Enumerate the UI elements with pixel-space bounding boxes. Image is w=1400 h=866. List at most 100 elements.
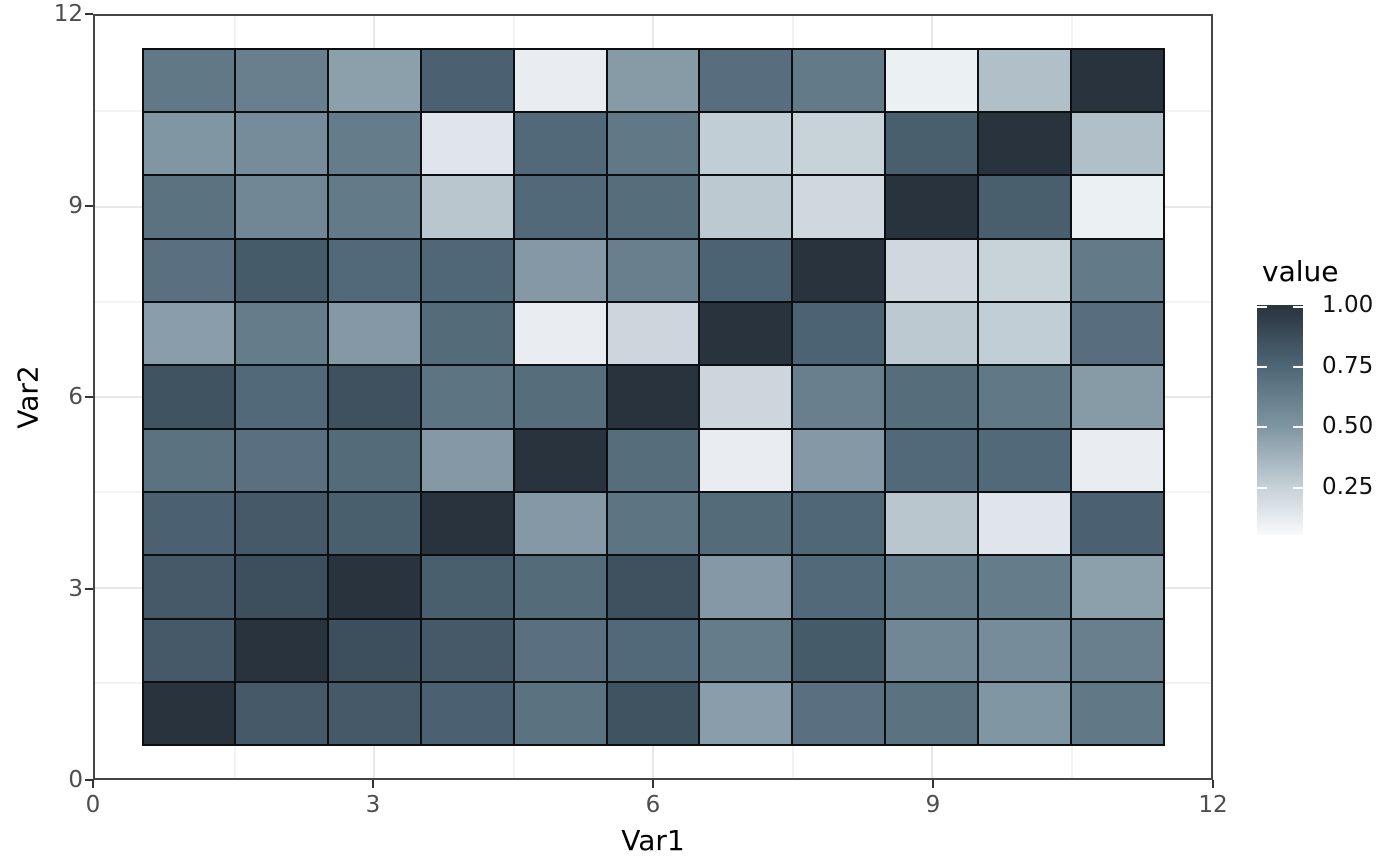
heatmap-cell bbox=[421, 49, 513, 112]
heatmap-cell bbox=[1071, 682, 1163, 745]
x-axis-title: Var1 bbox=[621, 824, 685, 857]
heatmap-cell bbox=[793, 239, 885, 302]
heatmap-cell bbox=[421, 366, 513, 428]
heatmap-cell bbox=[978, 619, 1070, 681]
heatmap-cell bbox=[886, 239, 977, 302]
heatmap-cell bbox=[143, 366, 235, 428]
heatmap-cell bbox=[886, 556, 977, 618]
heatmap-cell bbox=[329, 492, 420, 555]
heatmap-cell bbox=[329, 49, 420, 112]
heatmap-cell bbox=[514, 239, 606, 302]
heatmap-cell bbox=[236, 176, 328, 238]
y-tick-mark bbox=[85, 396, 93, 398]
heatmap-cell bbox=[236, 682, 328, 745]
heatmap-cell bbox=[978, 49, 1070, 112]
heatmap-cell bbox=[329, 556, 420, 618]
y-tick-mark bbox=[85, 587, 93, 590]
heatmap-cell bbox=[793, 113, 885, 175]
heatmap-cell bbox=[978, 239, 1070, 302]
heatmap-cell bbox=[607, 556, 699, 618]
heatmap-cell bbox=[514, 619, 606, 681]
heatmap-cell bbox=[329, 682, 420, 745]
heatmap-cell bbox=[236, 303, 328, 365]
heatmap-cell bbox=[700, 556, 792, 618]
heatmap-cell bbox=[978, 113, 1070, 175]
x-tick-label: 9 bbox=[925, 792, 941, 818]
heatmap-cell bbox=[607, 429, 699, 491]
colorbar-tick-mark bbox=[1257, 486, 1267, 489]
heatmap-cell bbox=[607, 49, 699, 112]
heatmap-cell bbox=[700, 366, 792, 428]
heatmap-cell bbox=[886, 113, 977, 175]
y-axis-title: Var2 bbox=[11, 365, 45, 429]
y-tick-mark bbox=[85, 779, 93, 781]
x-tick-mark bbox=[372, 780, 374, 788]
heatmap-cell bbox=[236, 556, 328, 618]
heatmap-cell bbox=[793, 682, 885, 745]
heatmap-cell bbox=[421, 619, 513, 681]
colorbar-tick-mark bbox=[1257, 365, 1267, 368]
heatmap-cell bbox=[886, 492, 977, 555]
heatmap-cell bbox=[793, 303, 885, 365]
legend-title: value bbox=[1262, 255, 1339, 288]
x-tick-mark bbox=[932, 780, 934, 788]
heatmap-cell bbox=[421, 303, 513, 365]
heatmap-cell bbox=[1071, 366, 1163, 428]
colorbar-tick-label: 0.25 bbox=[1322, 473, 1374, 500]
heatmap-grid bbox=[141, 47, 1165, 747]
heatmap-cell bbox=[1071, 113, 1163, 175]
plot-panel bbox=[93, 14, 1213, 780]
heatmap-cell bbox=[793, 492, 885, 555]
heatmap-cell bbox=[886, 303, 977, 365]
heatmap-cell bbox=[143, 682, 235, 745]
heatmap-cell bbox=[607, 492, 699, 555]
heatmap-cell bbox=[236, 366, 328, 428]
colorbar-tick-label: 1.00 bbox=[1322, 292, 1374, 318]
heatmap-cell bbox=[700, 682, 792, 745]
heatmap-cell bbox=[1071, 303, 1163, 365]
heatmap-cell bbox=[143, 303, 235, 365]
colorbar-gradient bbox=[1257, 305, 1303, 535]
heatmap-cell bbox=[421, 682, 513, 745]
heatmap-cell bbox=[1071, 556, 1163, 618]
colorbar-tick-mark bbox=[1257, 426, 1267, 429]
heatmap-cell bbox=[700, 492, 792, 555]
heatmap-cell bbox=[793, 176, 885, 238]
heatmap-cell bbox=[421, 556, 513, 618]
colorbar-tick-mark bbox=[1293, 306, 1303, 308]
heatmap-cell bbox=[978, 682, 1070, 745]
heatmap-cell bbox=[514, 556, 606, 618]
heatmap-cell bbox=[421, 429, 513, 491]
heatmap-cell bbox=[886, 49, 977, 112]
heatmap-cell bbox=[236, 239, 328, 302]
heatmap-cell bbox=[143, 619, 235, 681]
y-tick-label: 12 bbox=[53, 1, 83, 27]
heatmap-cell bbox=[700, 429, 792, 491]
heatmap-cell bbox=[236, 49, 328, 112]
x-tick-label: 6 bbox=[645, 792, 661, 818]
heatmap-cell bbox=[514, 682, 606, 745]
heatmap-cell bbox=[329, 619, 420, 681]
y-tick-label: 6 bbox=[68, 384, 83, 410]
heatmap-cell bbox=[236, 429, 328, 491]
heatmap-cell bbox=[1071, 176, 1163, 238]
heatmap-cell bbox=[793, 556, 885, 618]
heatmap-cell bbox=[514, 113, 606, 175]
heatmap-cell bbox=[143, 49, 235, 112]
heatmap-cell bbox=[1071, 239, 1163, 302]
heatmap-cell bbox=[978, 492, 1070, 555]
heatmap-cell bbox=[607, 303, 699, 365]
heatmap-cell bbox=[514, 366, 606, 428]
colorbar-tick-mark bbox=[1293, 486, 1303, 489]
x-tick-label: 12 bbox=[1198, 792, 1228, 818]
heatmap-cell bbox=[143, 176, 235, 238]
heatmap-cell bbox=[700, 49, 792, 112]
heatmap-cell bbox=[607, 619, 699, 681]
heatmap-cell bbox=[793, 619, 885, 681]
heatmap-cell bbox=[329, 303, 420, 365]
heatmap-cell bbox=[886, 429, 977, 491]
heatmap-cell bbox=[607, 239, 699, 302]
heatmap-cell bbox=[143, 239, 235, 302]
colorbar-tick-mark bbox=[1293, 365, 1303, 368]
